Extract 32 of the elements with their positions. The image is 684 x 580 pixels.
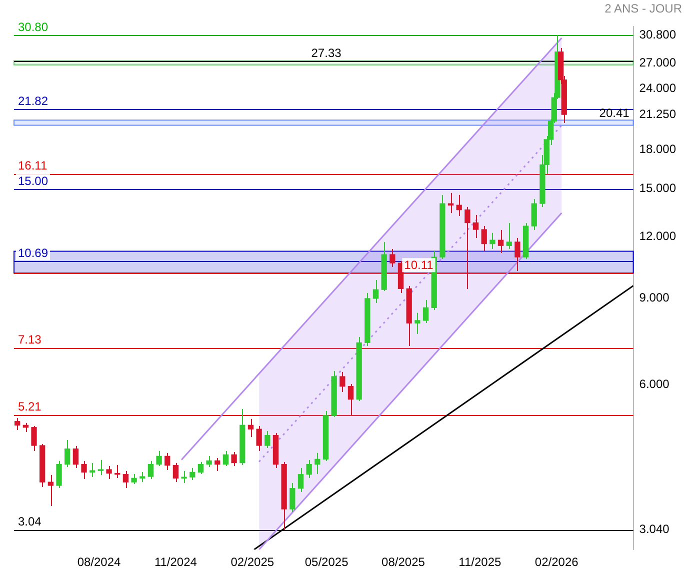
y-tick-label: 6.000: [639, 376, 670, 391]
ref-line-label: 27.33: [311, 46, 342, 60]
band-label: 20.41: [599, 106, 630, 120]
ref-line-label: 30.80: [18, 20, 48, 34]
ref-line-label: 16.11: [18, 158, 48, 173]
ref-line-label: 3.04: [18, 514, 42, 529]
y-tick-label: 3.040: [639, 522, 670, 536]
y-tick-label: 24.000: [639, 80, 676, 95]
y-tick-label: 18.000: [639, 142, 676, 156]
x-tick-label: 02/2026: [534, 555, 579, 570]
x-tick-label: 05/2025: [304, 555, 349, 570]
x-tick-label: 02/2025: [230, 555, 274, 570]
ref-line-label: 15.00: [18, 174, 48, 188]
ref-line-label: 21.82: [18, 94, 48, 108]
candlestick: [514, 238, 520, 272]
y-tick-label: 27.000: [639, 56, 676, 70]
y-tick-label: 21.250: [639, 106, 676, 121]
chart-subtitle: 2 ANS - JOUR: [604, 2, 682, 16]
y-tick-label: 9.000: [639, 290, 670, 304]
x-tick-label: 08/2024: [77, 555, 122, 570]
x-tick-label: 11/2024: [154, 555, 198, 570]
x-tick-label: 11/2025: [458, 555, 502, 570]
ref-line-label: 10.11: [404, 258, 434, 272]
candlestick: [106, 466, 112, 480]
y-tick-label: 15.000: [639, 181, 676, 196]
y-tick-label: 12.000: [639, 228, 676, 243]
ref-line-label: 5.21: [18, 400, 42, 414]
ref-line-label: 10.69: [18, 246, 48, 260]
y-tick-label: 30.800: [639, 28, 676, 42]
candlestick: [98, 460, 104, 476]
x-tick-label: 08/2025: [382, 555, 426, 570]
ref-line-label: 7.13: [18, 332, 42, 347]
